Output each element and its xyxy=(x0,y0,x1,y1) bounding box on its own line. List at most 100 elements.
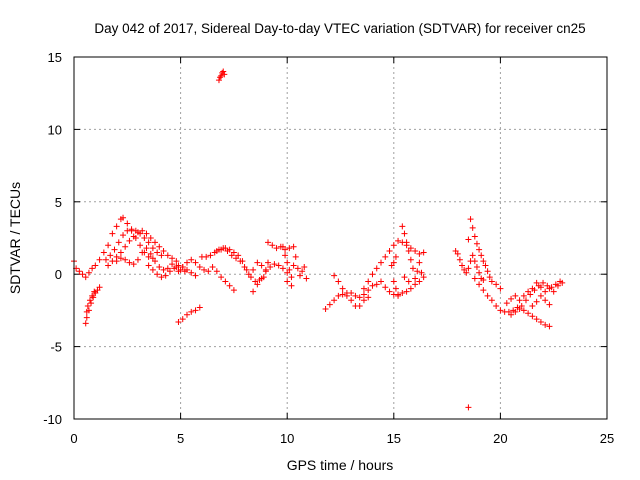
data-point xyxy=(218,246,225,253)
y-tick-label: 15 xyxy=(48,50,62,65)
series-track-23 xyxy=(452,248,487,283)
data-point xyxy=(90,294,97,301)
data-point xyxy=(512,292,519,299)
data-point xyxy=(484,292,491,299)
data-point xyxy=(546,301,553,308)
data-point xyxy=(183,266,190,273)
data-point xyxy=(331,297,338,304)
data-point xyxy=(399,290,406,297)
data-point xyxy=(522,297,529,304)
data-point xyxy=(269,242,276,249)
data-point xyxy=(196,304,203,311)
data-point xyxy=(467,216,474,223)
series-track-11 xyxy=(213,245,267,285)
data-point xyxy=(156,263,163,270)
data-point xyxy=(352,292,359,299)
data-point xyxy=(152,239,159,246)
series-track-13 xyxy=(175,304,203,325)
data-point xyxy=(221,71,228,78)
data-point xyxy=(465,265,472,272)
x-tick-label: 15 xyxy=(387,431,401,446)
plot-frame xyxy=(73,56,608,420)
data-point xyxy=(254,259,261,266)
data-point xyxy=(130,233,137,240)
data-point xyxy=(403,288,410,295)
data-point xyxy=(284,278,291,285)
data-point xyxy=(416,259,423,266)
data-point xyxy=(273,245,280,252)
data-point xyxy=(559,279,566,286)
data-point xyxy=(126,237,133,244)
data-point xyxy=(473,240,480,247)
data-point xyxy=(373,265,380,272)
data-point xyxy=(226,246,233,253)
data-point xyxy=(401,230,408,237)
data-point xyxy=(124,227,131,234)
data-point xyxy=(516,297,523,304)
data-point xyxy=(134,256,141,263)
data-point xyxy=(171,265,178,272)
data-point xyxy=(111,246,118,253)
data-points xyxy=(71,68,566,411)
data-point xyxy=(120,232,127,239)
data-point xyxy=(294,265,301,272)
data-point xyxy=(488,278,495,285)
data-point xyxy=(326,301,333,308)
series-track-26 xyxy=(503,279,553,307)
data-point xyxy=(271,261,278,268)
data-point xyxy=(137,242,144,249)
series-track-21 xyxy=(399,223,425,285)
data-point xyxy=(145,239,152,246)
data-point xyxy=(105,262,112,269)
series-track-19 xyxy=(360,237,427,292)
series-track-12 xyxy=(215,68,228,84)
series-track-18 xyxy=(331,272,380,301)
data-point xyxy=(85,269,92,276)
y-tick-label: 0 xyxy=(55,267,62,282)
data-point xyxy=(96,256,103,263)
data-point xyxy=(360,297,367,304)
data-point xyxy=(480,287,487,294)
data-point xyxy=(542,321,549,328)
x-tick-label: 5 xyxy=(177,431,184,446)
data-point xyxy=(183,311,190,318)
data-point xyxy=(258,275,265,282)
data-point xyxy=(235,252,242,259)
data-point xyxy=(222,245,229,252)
data-point xyxy=(154,249,161,256)
data-point xyxy=(230,287,237,294)
data-point xyxy=(520,292,527,299)
data-point xyxy=(356,294,363,301)
data-point xyxy=(115,239,122,246)
data-point xyxy=(84,303,91,310)
data-point xyxy=(459,262,466,269)
x-tick-label: 0 xyxy=(70,431,77,446)
x-tick-label: 20 xyxy=(493,431,507,446)
data-point xyxy=(525,310,532,317)
data-point xyxy=(117,249,124,256)
data-point xyxy=(508,295,515,302)
data-point xyxy=(486,274,493,281)
data-point xyxy=(156,243,163,250)
data-point xyxy=(147,250,154,257)
data-point xyxy=(546,323,553,330)
data-point xyxy=(386,248,393,255)
data-point xyxy=(100,249,107,256)
data-point xyxy=(213,248,220,255)
data-point xyxy=(537,292,544,299)
data-point xyxy=(471,233,478,240)
data-point xyxy=(303,275,310,282)
data-point xyxy=(92,262,99,269)
x-tick-label: 10 xyxy=(280,431,294,446)
data-point xyxy=(152,258,159,265)
data-point xyxy=(113,258,120,265)
data-point xyxy=(230,249,237,256)
data-point xyxy=(369,271,376,278)
data-point xyxy=(476,269,483,276)
data-point xyxy=(493,281,500,288)
data-point xyxy=(192,307,199,314)
data-point xyxy=(91,288,98,295)
data-point xyxy=(469,252,476,259)
data-point xyxy=(149,266,156,273)
